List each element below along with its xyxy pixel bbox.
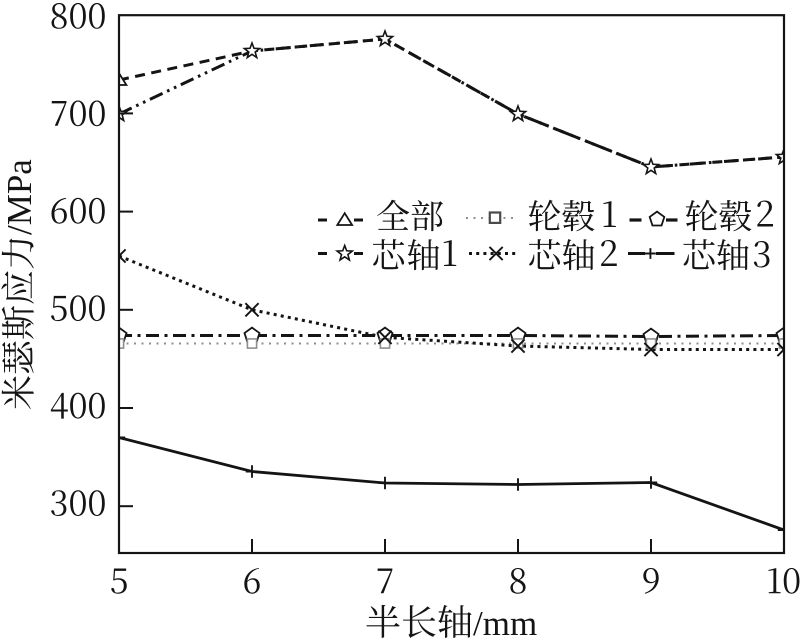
svg-text:/mm: /mm — [473, 604, 537, 643]
svg-text:/MPa: /MPa — [0, 159, 39, 235]
